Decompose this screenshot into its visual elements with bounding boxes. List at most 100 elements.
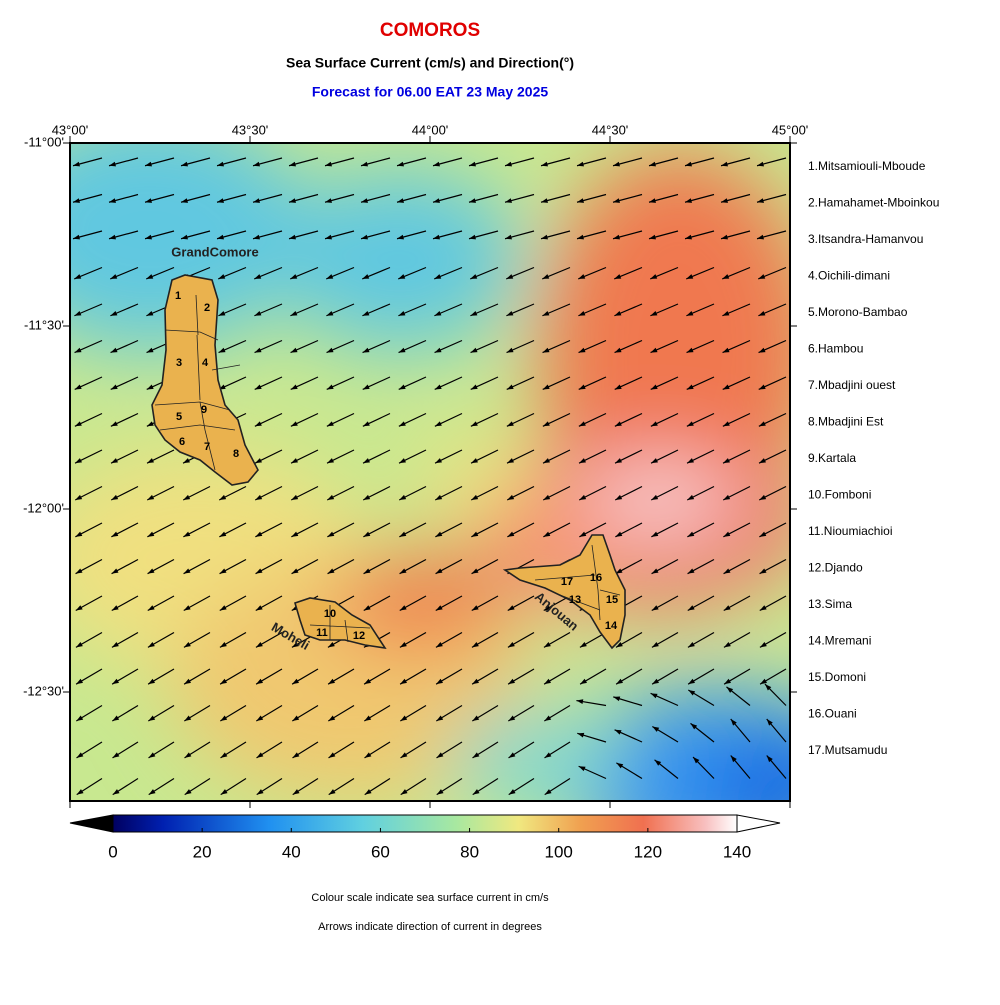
current-arrow bbox=[723, 522, 751, 538]
current-arrow bbox=[75, 522, 103, 538]
arrow-head bbox=[730, 755, 737, 763]
note: Colour scale indicate sea surface curren… bbox=[311, 892, 549, 904]
arrow-head bbox=[291, 642, 299, 648]
current-arrow bbox=[255, 558, 283, 575]
current-arrow bbox=[182, 485, 211, 501]
current-arrow bbox=[470, 485, 499, 501]
current-arrow bbox=[686, 412, 715, 427]
region-number: 6 bbox=[179, 436, 185, 448]
current-arrow bbox=[578, 412, 607, 427]
arrow-head bbox=[686, 384, 694, 390]
district-entry: 13.Sima bbox=[808, 597, 852, 611]
current-arrow bbox=[730, 718, 751, 743]
arrow-head bbox=[111, 605, 119, 611]
arrow-head bbox=[693, 757, 700, 764]
region-number: 16 bbox=[590, 572, 602, 584]
arrow-head bbox=[76, 789, 84, 795]
current-arrow bbox=[758, 266, 787, 280]
colorbar-tick-label: 120 bbox=[634, 842, 662, 861]
top-axis-label: 43°30' bbox=[232, 122, 269, 137]
current-arrow bbox=[220, 704, 247, 722]
colorbar-tick-label: 0 bbox=[108, 842, 117, 861]
current-arrow bbox=[362, 412, 391, 427]
arrow-head bbox=[147, 605, 155, 611]
arrow-head bbox=[399, 458, 406, 464]
colorbar-high-end bbox=[736, 814, 781, 833]
current-arrow bbox=[328, 777, 355, 796]
current-arrow bbox=[692, 756, 715, 779]
current-arrow bbox=[432, 193, 463, 203]
current-arrow bbox=[766, 718, 787, 743]
arrow-head bbox=[148, 678, 156, 685]
current-arrow bbox=[72, 157, 103, 167]
arrow-head bbox=[146, 384, 154, 390]
current-arrow bbox=[542, 339, 571, 354]
arrow-head bbox=[508, 715, 516, 722]
current-arrow bbox=[364, 777, 391, 796]
current-arrow bbox=[291, 668, 319, 685]
arrow-head bbox=[219, 605, 227, 611]
current-arrow bbox=[648, 193, 679, 203]
arrow-head bbox=[433, 234, 440, 240]
arrow-head bbox=[580, 678, 588, 685]
current-arrow bbox=[218, 339, 247, 354]
arrow-head bbox=[146, 274, 154, 279]
arrow-head bbox=[469, 234, 476, 240]
arrow-head bbox=[183, 531, 191, 537]
arrow-head bbox=[363, 605, 371, 611]
current-arrow bbox=[292, 741, 319, 759]
current-arrow bbox=[435, 668, 463, 685]
arrow-head bbox=[471, 605, 479, 611]
current-arrow bbox=[614, 449, 643, 464]
arrow-head bbox=[255, 605, 263, 611]
current-arrow bbox=[148, 741, 175, 759]
arrow-head bbox=[722, 347, 730, 353]
arrow-head bbox=[506, 421, 514, 427]
current-arrow bbox=[326, 449, 355, 464]
arrow-head bbox=[436, 752, 444, 758]
current-arrow bbox=[470, 376, 499, 391]
current-arrow bbox=[218, 485, 247, 501]
arrow-head bbox=[111, 531, 119, 537]
borders bbox=[154, 294, 621, 643]
arrow-head bbox=[220, 789, 228, 795]
current-arrow bbox=[398, 449, 427, 464]
arrow-head bbox=[397, 234, 404, 240]
current-arrow bbox=[256, 704, 283, 722]
current-arrow bbox=[758, 449, 787, 464]
arrow-head bbox=[325, 161, 332, 167]
current-arrow bbox=[255, 522, 283, 538]
current-arrow bbox=[687, 631, 715, 648]
current-arrow bbox=[252, 157, 283, 167]
current-arrow bbox=[651, 631, 679, 648]
arrow-head bbox=[253, 198, 260, 203]
arrow-head bbox=[614, 274, 622, 279]
arrow-head bbox=[76, 752, 84, 758]
arrow-head bbox=[578, 310, 586, 316]
arrow-head bbox=[400, 715, 408, 722]
arrow-head bbox=[436, 789, 444, 795]
current-arrow bbox=[723, 558, 751, 575]
current-arrow bbox=[470, 449, 499, 464]
current-arrow bbox=[74, 376, 103, 391]
region-number: 5 bbox=[176, 411, 182, 423]
current-arrow bbox=[360, 157, 391, 167]
current-arrow bbox=[506, 303, 535, 317]
current-arrow bbox=[327, 522, 355, 538]
arrow-head bbox=[145, 234, 152, 240]
current-arrow bbox=[542, 376, 571, 391]
arrow-head bbox=[73, 234, 80, 240]
arrow-head bbox=[364, 752, 372, 758]
arrow-head bbox=[543, 531, 551, 537]
arrow-head bbox=[253, 234, 260, 240]
arrow-head bbox=[434, 384, 442, 390]
current-arrow bbox=[292, 704, 319, 722]
arrow-head bbox=[328, 752, 336, 758]
arrow-head bbox=[542, 347, 550, 353]
current-arrow bbox=[506, 376, 535, 391]
current-arrow bbox=[147, 558, 175, 575]
current-arrow bbox=[147, 668, 175, 685]
current-arrow bbox=[396, 230, 427, 240]
arrow-head bbox=[723, 531, 731, 537]
district-entry: 8.Mbadjini Est bbox=[808, 415, 884, 429]
